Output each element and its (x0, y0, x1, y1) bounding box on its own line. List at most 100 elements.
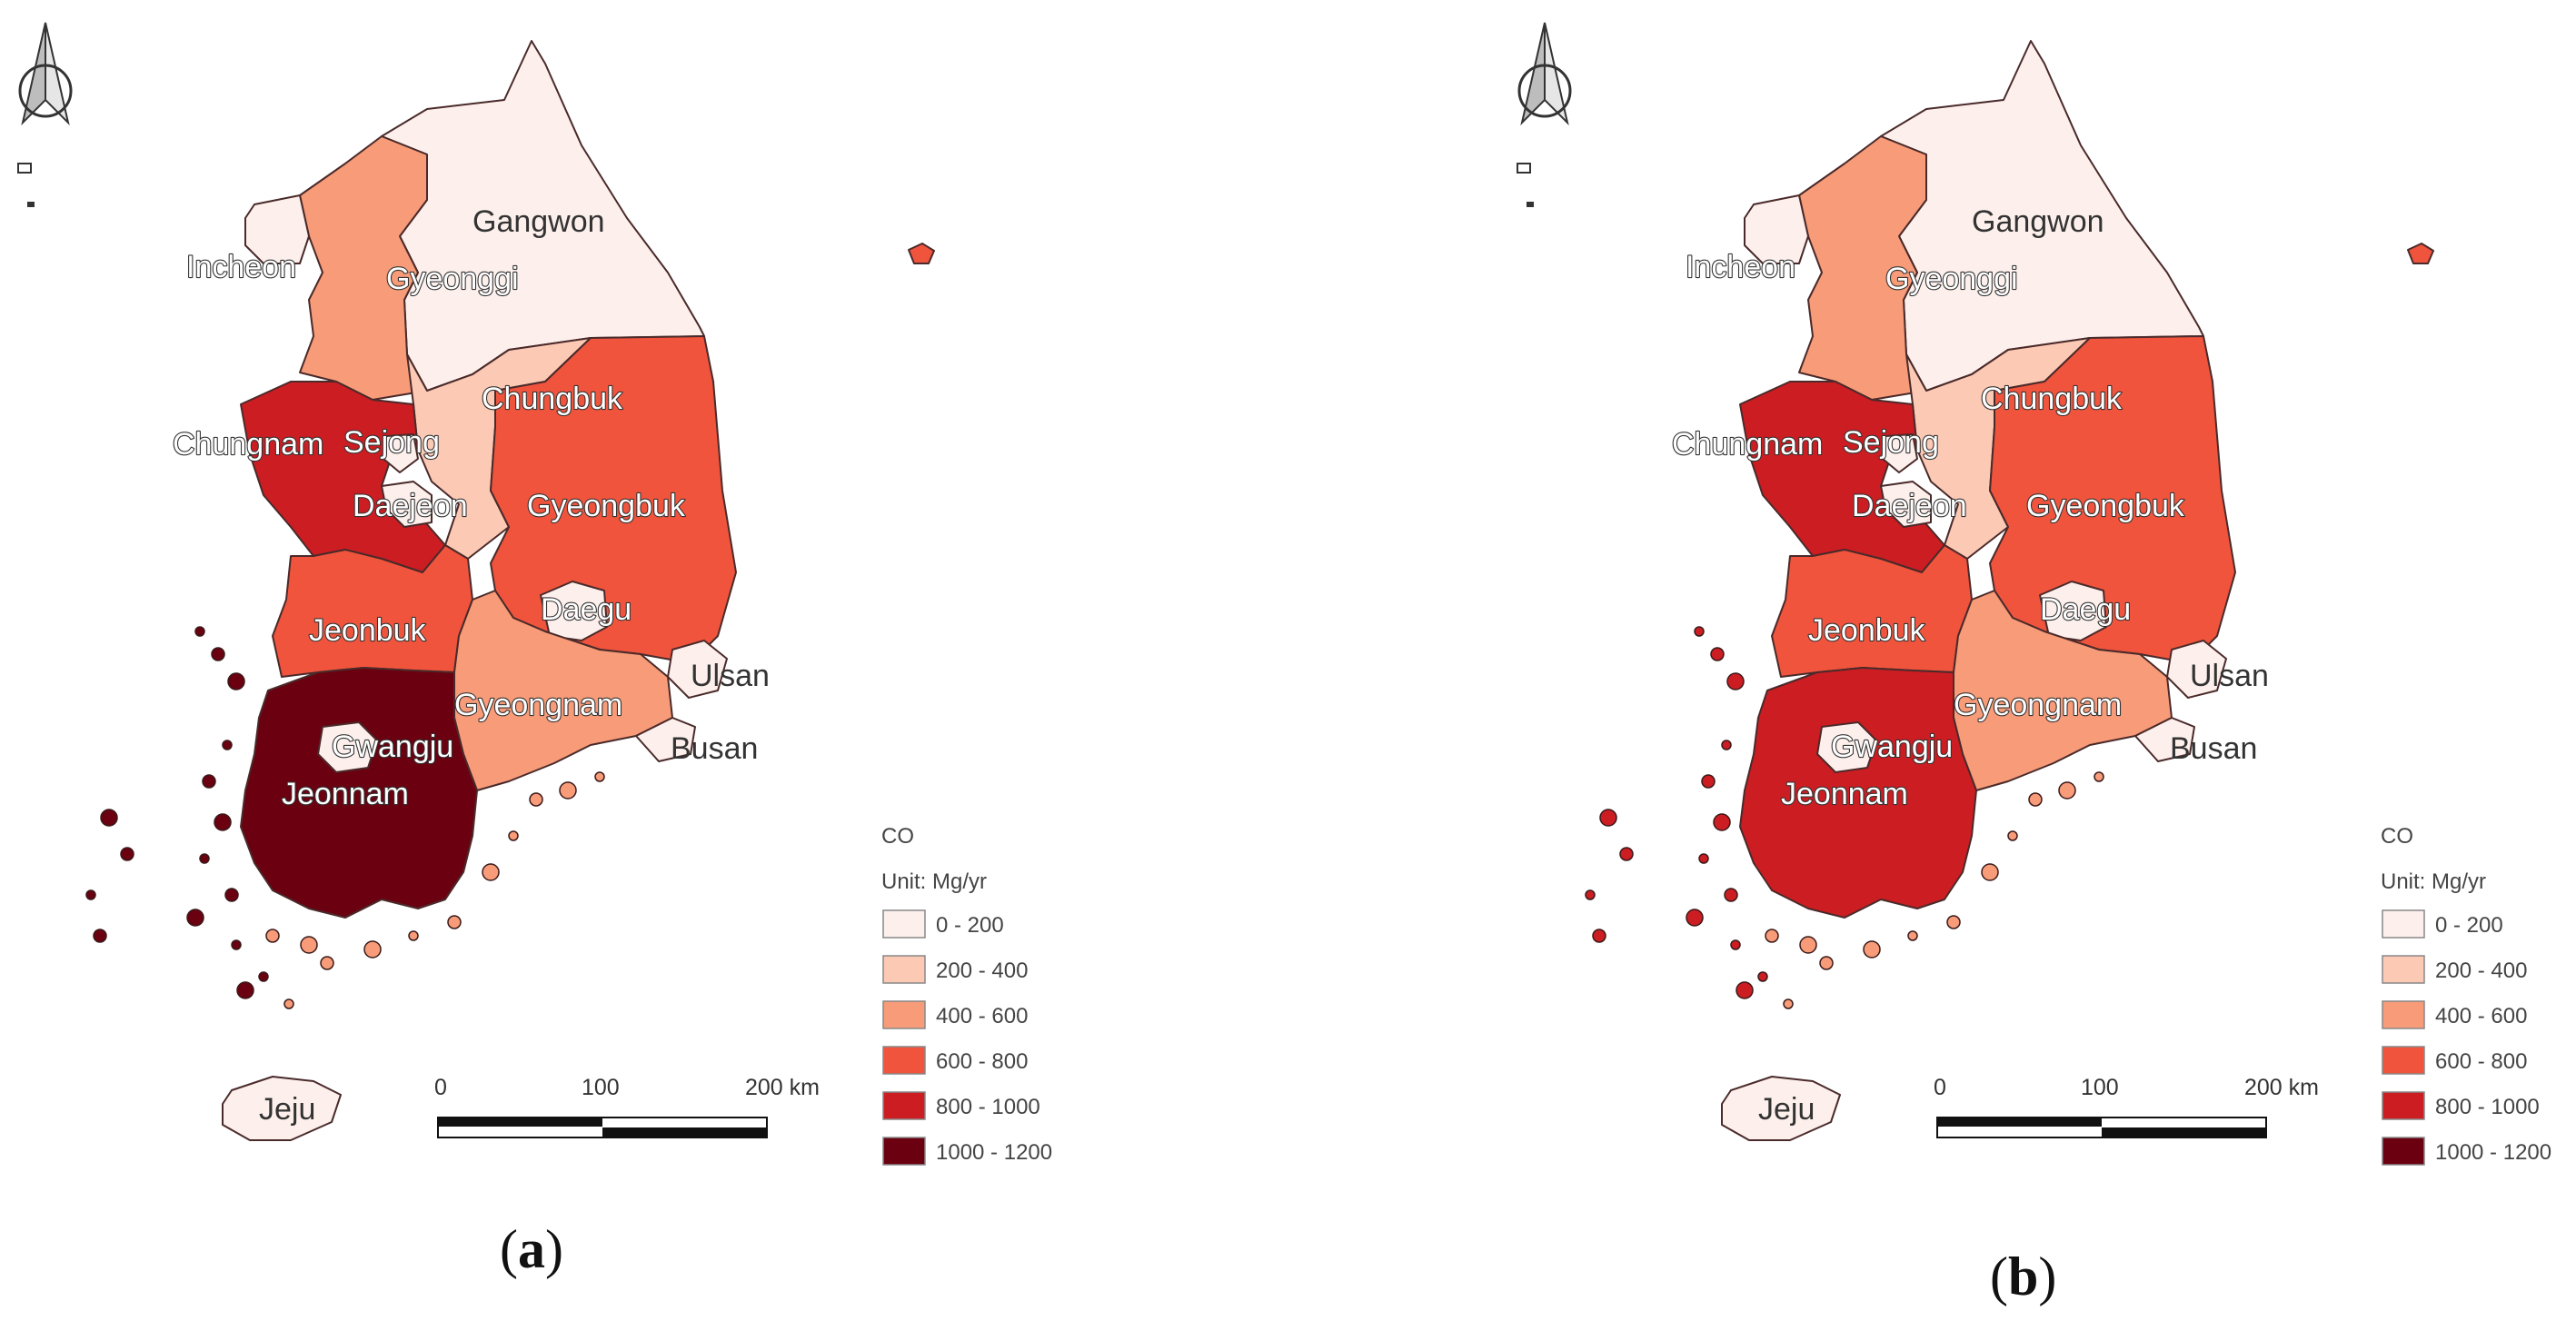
label-chungnam: Chungnam (173, 427, 323, 462)
island (199, 853, 210, 864)
island (236, 981, 254, 999)
scale-tick-200: 200 km (745, 1075, 820, 1100)
label-ulsan: Ulsan (691, 659, 770, 693)
label-daejeon: Daejeon (353, 489, 468, 523)
region-labels: Gangwon Incheon Gyeonggi Chungbuk Chungnam Se… (172, 204, 770, 1127)
label-busan: Busan (2170, 731, 2257, 766)
island (224, 888, 239, 902)
scale-tick-0: 0 (1934, 1075, 1946, 1100)
legend-label: 1000 - 1200 (936, 1140, 1052, 1165)
legend-swatch (2382, 1046, 2425, 1075)
label-jeonbuk: Jeonbuk (1808, 613, 1926, 648)
island (186, 909, 204, 927)
region-incheon (244, 194, 310, 264)
island (559, 781, 577, 800)
label-daegu: Daegu (2040, 592, 2131, 627)
label-incheon: Incheon (186, 250, 296, 284)
region-ulleung (2407, 243, 2434, 264)
island (1946, 915, 1961, 929)
island (1730, 939, 1741, 950)
label-daejeon: Daejeon (1852, 489, 1967, 523)
island (283, 998, 294, 1009)
region-layer (1721, 40, 2434, 1141)
label-gwangju: Gwangju (1831, 730, 1953, 764)
legend-unit: Unit: Mg/yr (881, 869, 987, 894)
label-sejong: Sejong (343, 425, 440, 460)
legend-swatch (882, 909, 926, 939)
region-jeonbuk (272, 544, 473, 678)
scale-tick-100: 100 (582, 1075, 620, 1100)
panel-label: (b) (1990, 1247, 2056, 1306)
island (1907, 930, 1918, 941)
region-jeju (222, 1076, 342, 1141)
scale-tick-200: 200 km (2244, 1075, 2319, 1100)
island (1724, 888, 1738, 902)
map-panel-a: Gangwon Incheon Gyeonggi Chungbuk Chungnam Se… (17, 22, 1052, 1279)
region-labels: Gangwon Incheon Gyeonggi Chungbuk Chungnam Se… (1671, 204, 2269, 1127)
legend-label: 600 - 800 (936, 1049, 1028, 1074)
scale-bar: 0 100 200 km (434, 1075, 820, 1138)
island (214, 813, 232, 831)
island (1694, 626, 1705, 637)
region-jeonbuk (1771, 544, 1973, 678)
label-gyeonggi: Gyeonggi (1885, 262, 2018, 296)
island (211, 647, 225, 661)
island (2094, 771, 2104, 782)
island (1592, 929, 1606, 943)
island (231, 939, 242, 950)
label-gyeonggi: Gyeonggi (386, 262, 519, 296)
island-layer (1585, 626, 2104, 1009)
island (222, 740, 233, 750)
island (1619, 847, 1634, 861)
region-layer (222, 40, 935, 1141)
region-gwangju (1816, 721, 1877, 773)
legend-swatch (2382, 1000, 2425, 1029)
island (1686, 909, 1704, 927)
region-jeonnam (1739, 667, 1977, 919)
island (320, 956, 334, 970)
legend-swatch (882, 1000, 926, 1029)
island (2028, 792, 2043, 807)
legend-label: 400 - 600 (2435, 1004, 2527, 1028)
island (1701, 774, 1716, 789)
north-arrow-icon (18, 22, 73, 126)
legend-title: CO (881, 824, 914, 849)
island (2058, 781, 2076, 800)
label-chungbuk: Chungbuk (482, 382, 623, 416)
region-sejong (383, 433, 419, 473)
scale-bar: 0 100 200 km (1934, 1075, 2319, 1138)
island (258, 971, 269, 982)
label-jeonnam: Jeonnam (282, 777, 409, 811)
legend-swatch (882, 955, 926, 984)
label-jeonbuk: Jeonbuk (309, 613, 427, 648)
region-daejeon (381, 481, 433, 528)
island (1783, 998, 1794, 1009)
island (120, 847, 134, 861)
island (2007, 830, 2018, 841)
region-incheon (1744, 194, 1809, 264)
island (447, 915, 462, 929)
island (1757, 971, 1768, 982)
region-gwangju (317, 721, 378, 773)
island (1599, 809, 1617, 827)
legend: CO Unit: Mg/yr 0 - 200 200 - 400 400 - 600 60… (2381, 824, 2551, 1166)
region-jeju (1721, 1076, 1841, 1141)
island (1736, 981, 1754, 999)
label-busan: Busan (671, 731, 758, 766)
island (202, 774, 216, 789)
legend-swatch (882, 1091, 926, 1120)
legend-swatch (2382, 955, 2425, 984)
island (1765, 929, 1779, 943)
island (594, 771, 605, 782)
island (1721, 740, 1732, 750)
legend-label: 0 - 200 (936, 913, 1004, 938)
region-busan (2134, 717, 2195, 762)
legend-label: 800 - 1000 (2435, 1095, 2540, 1119)
region-jeonnam (240, 667, 478, 919)
islet-mark (17, 163, 32, 174)
legend-label: 400 - 600 (936, 1004, 1028, 1028)
label-gyeongbuk: Gyeongbuk (527, 489, 686, 523)
label-sejong: Sejong (1843, 425, 1939, 460)
label-jeju: Jeju (1758, 1092, 1815, 1127)
